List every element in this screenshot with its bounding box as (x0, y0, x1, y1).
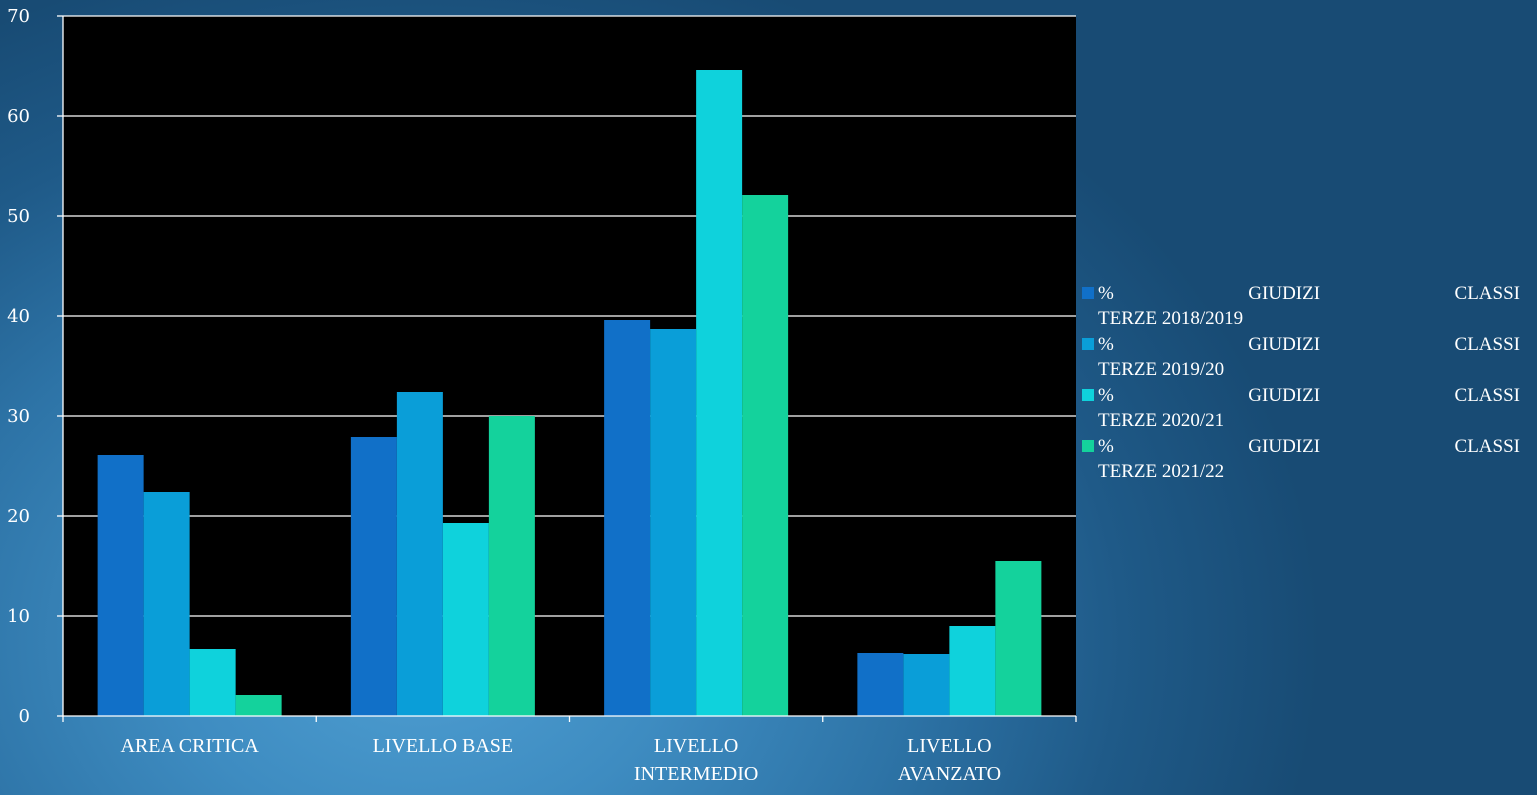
x-tick-label: AREA CRITICA (120, 735, 259, 757)
y-tick-label: 20 (7, 506, 30, 527)
bar (857, 653, 904, 716)
legend-label-line: % GIUDIZI CLASSI (1098, 434, 1520, 459)
y-tick-label: 0 (19, 706, 30, 727)
bar (189, 649, 236, 716)
y-tick-label: 70 (7, 6, 30, 27)
y-tick-label: 50 (7, 206, 30, 227)
x-tick-label: AVANZATO (898, 763, 1001, 785)
legend-swatch (1082, 440, 1094, 452)
legend: % GIUDIZI CLASSI TERZE 2018/2019% GIUDIZI CLA… (1080, 281, 1520, 485)
legend-label-line: % GIUDIZI CLASSI (1098, 332, 1520, 357)
legend-label-line: TERZE 2018/2019 (1098, 308, 1244, 329)
legend-word: GIUDIZI (1248, 385, 1321, 406)
legend-label-line: TERZE 2019/20 (1098, 359, 1225, 380)
legend-item: % GIUDIZI CLASSI TERZE 2018/2019 (1080, 281, 1520, 331)
bar (97, 455, 144, 716)
legend-word: GIUDIZI (1248, 436, 1321, 457)
bar (143, 492, 190, 716)
bar (235, 695, 282, 716)
bar (903, 654, 950, 716)
bar (742, 195, 789, 716)
legend-word: CLASSI (1454, 436, 1520, 457)
bar (442, 523, 489, 716)
y-tick-label: 30 (7, 406, 30, 427)
y-tick-label: 60 (7, 106, 30, 127)
x-tick-label: LIVELLO (907, 735, 991, 757)
legend-word: GIUDIZI (1248, 283, 1321, 304)
gridlines (63, 15, 1076, 617)
bar (350, 437, 397, 716)
bar (396, 392, 443, 716)
bar (995, 561, 1042, 716)
bar (949, 626, 996, 716)
legend-word: % (1098, 334, 1114, 355)
legend-label-line: % GIUDIZI CLASSI (1098, 281, 1520, 306)
bar (696, 70, 743, 716)
legend-word: CLASSI (1454, 334, 1520, 355)
axes (57, 15, 1077, 722)
legend-item: % GIUDIZI CLASSI TERZE 2021/22 (1080, 434, 1520, 484)
legend-word: % (1098, 385, 1114, 406)
y-tick-label: 10 (7, 606, 30, 627)
legend-word: CLASSI (1454, 283, 1520, 304)
legend-label-line: % GIUDIZI CLASSI (1098, 383, 1520, 408)
x-tick-label: INTERMEDIO (634, 763, 758, 785)
bar (488, 416, 535, 716)
bar (604, 320, 651, 716)
legend-swatch (1082, 287, 1094, 299)
x-tick-label: LIVELLO (654, 735, 738, 757)
legend-swatch (1082, 338, 1094, 350)
axis-labels: 0 10 20 30 40 50 60 70 AREA CRITICA LIVELLO BASE L… (7, 6, 1001, 785)
legend-word: GIUDIZI (1248, 334, 1321, 355)
legend-word: CLASSI (1454, 385, 1520, 406)
y-tick-label: 40 (7, 306, 30, 327)
legend-item: % GIUDIZI CLASSI TERZE 2020/21 (1080, 383, 1520, 433)
legend-word: % (1098, 283, 1114, 304)
legend-word: % (1098, 436, 1114, 457)
legend-item: % GIUDIZI CLASSI TERZE 2019/20 (1080, 332, 1520, 382)
bar (650, 329, 697, 716)
bars (97, 70, 1042, 716)
legend-swatch (1082, 389, 1094, 401)
plot-area (63, 16, 1076, 716)
x-tick-label: LIVELLO BASE (373, 735, 514, 757)
legend-label-line: TERZE 2020/21 (1098, 410, 1225, 431)
legend-label-line: TERZE 2021/22 (1098, 461, 1225, 482)
